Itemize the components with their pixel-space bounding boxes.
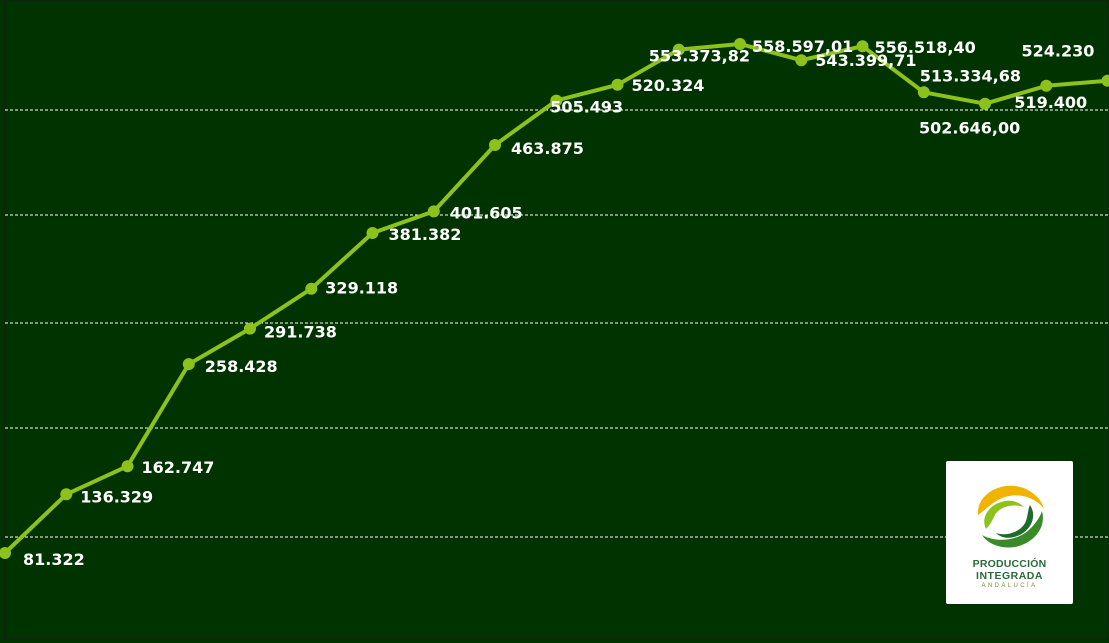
data-label: 520.324 — [632, 76, 705, 95]
data-label: 258.428 — [205, 357, 278, 376]
data-point — [1040, 79, 1053, 92]
logo-swirl-icon — [977, 485, 1044, 548]
logo-text-line1: PRODUCCIÓN — [972, 558, 1047, 570]
data-point — [0, 547, 11, 559]
data-label: 558.597,01 — [752, 37, 853, 56]
data-labels: 81.322 136.329 162.747 258.428 291.738 329.11… — [23, 37, 1094, 569]
data-point — [1101, 74, 1109, 87]
data-label: 502.646,00 — [919, 119, 1020, 138]
chart-frame — [4, 0, 1109, 640]
data-label: 463.875 — [511, 139, 584, 158]
data-label: 513.334,68 — [920, 66, 1021, 85]
data-label: 81.322 — [23, 550, 85, 569]
data-point — [734, 38, 746, 50]
data-label: 136.329 — [80, 487, 153, 506]
data-label: 524.230 — [1022, 42, 1095, 61]
data-point — [856, 40, 869, 53]
data-point — [121, 460, 134, 473]
data-point — [305, 282, 318, 295]
data-point — [672, 43, 685, 56]
data-point — [244, 322, 256, 335]
data-point — [795, 54, 808, 67]
logo-text-line3: ANDALUCÍA — [981, 583, 1038, 589]
data-label: 291.738 — [264, 323, 337, 342]
data-point — [979, 97, 991, 110]
data-label: 553.373,82 — [649, 47, 750, 66]
data-label: 505.493 — [550, 98, 623, 117]
data-label: 519.400 — [1014, 93, 1087, 112]
data-point — [489, 139, 501, 151]
produccion-integrada-logo: PRODUCCIÓN INTEGRADA ANDALUCÍA — [946, 461, 1073, 604]
data-label: 401.605 — [450, 203, 523, 222]
data-point — [917, 86, 930, 99]
data-point — [611, 78, 624, 91]
data-label: 381.382 — [389, 225, 462, 244]
data-point — [550, 94, 563, 107]
data-points — [0, 38, 1109, 559]
grid-lines — [5, 109, 1109, 538]
data-point — [366, 227, 379, 239]
data-label: 329.118 — [325, 279, 398, 298]
data-label: 556.518,40 — [875, 38, 976, 57]
data-label: 543.399,71 — [815, 51, 916, 70]
data-point — [60, 488, 73, 501]
data-point — [427, 205, 440, 218]
logo-text-line2: INTEGRADA — [976, 570, 1043, 582]
data-label: 162.747 — [142, 458, 215, 477]
data-point — [182, 358, 195, 371]
